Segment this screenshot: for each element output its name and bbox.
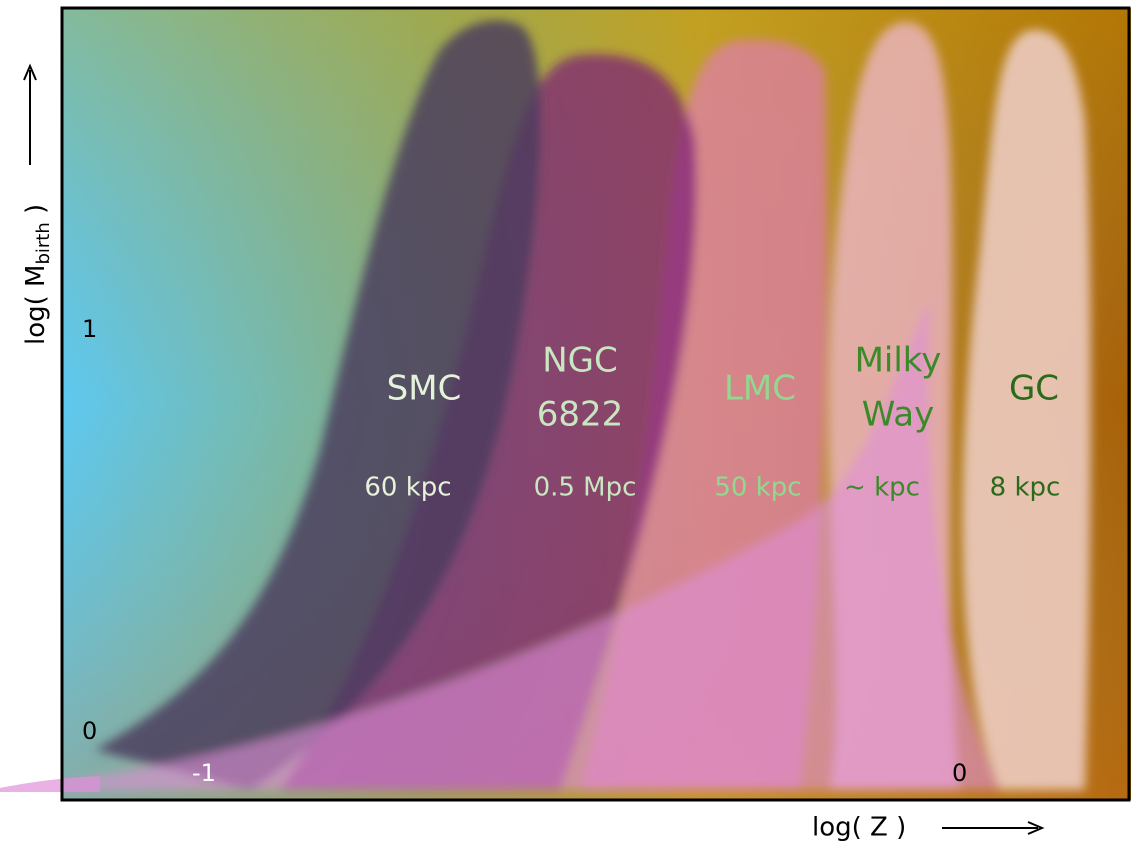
- x-axis-label: log( Z ): [812, 813, 906, 843]
- region-label: GC: [1009, 369, 1059, 409]
- distance-label: ~ kpc: [844, 473, 920, 503]
- y-tick-label: 1: [82, 315, 97, 343]
- x-tick-label: 0: [952, 759, 967, 787]
- tail: [0, 776, 100, 792]
- distance-label: 50 kpc: [714, 473, 801, 503]
- region-label: 6822: [537, 395, 624, 435]
- y-tick-label: 0: [82, 717, 97, 745]
- diagram: SMC NGC 6822 LMC Milky Way GC 60 kpc 0.5…: [0, 0, 1131, 849]
- region-label: SMC: [387, 369, 462, 409]
- region-label: NGC: [542, 341, 618, 381]
- region-label: Way: [862, 395, 934, 435]
- region-label: Milky: [855, 341, 942, 381]
- distance-label: 8 kpc: [990, 473, 1061, 503]
- y-axis-label: log( Mbirth ): [21, 204, 55, 345]
- y-axis-label-end: ): [21, 204, 51, 222]
- distance-label: 0.5 Mpc: [534, 473, 637, 503]
- y-axis-label-sub: birth: [33, 222, 54, 264]
- distance-label: 60 kpc: [364, 473, 451, 503]
- region-label: LMC: [724, 369, 796, 409]
- x-tick-label: -1: [192, 759, 216, 787]
- y-axis-label-main: log( M: [21, 265, 51, 345]
